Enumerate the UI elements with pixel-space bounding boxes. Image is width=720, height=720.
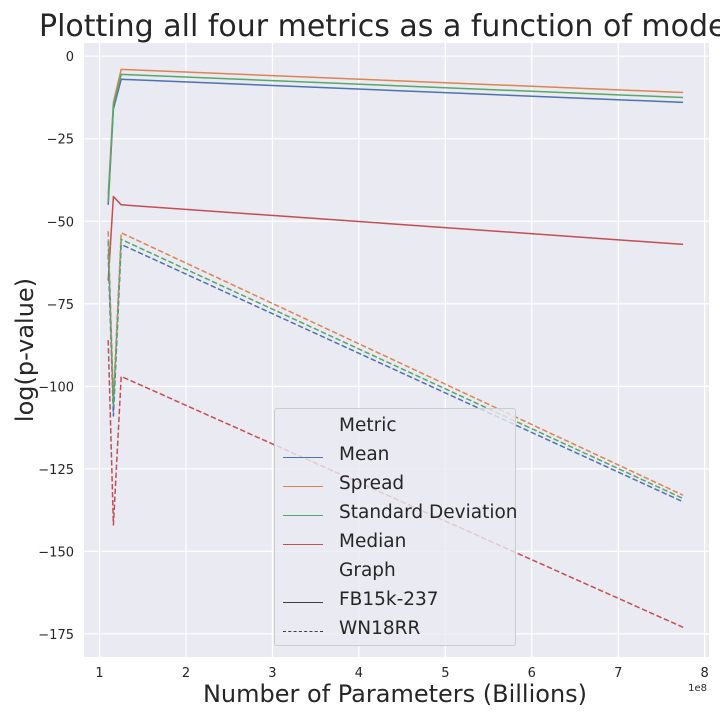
legend-swatch-solid xyxy=(283,602,323,603)
legend-swatch-dashed xyxy=(283,631,323,632)
y-tick-label-6: −150 xyxy=(38,545,74,560)
x-tick-label-0: 1 xyxy=(95,666,103,681)
legend-swatch-median xyxy=(283,544,323,545)
y-tick-label-1: −25 xyxy=(47,133,74,148)
legend-swatch-standard-deviation xyxy=(283,515,323,516)
series-line-standard-deviation-fb15k-237 xyxy=(107,73,684,202)
tick-labels: 1 2 3 4 5 6 7 8 0 −25 −50 −75 −100 −125 −150 −175 xyxy=(38,50,709,681)
y-tick-label-4: −100 xyxy=(38,380,74,395)
x-tick-label-1: 2 xyxy=(182,666,190,681)
chart-title: Plotting all four metrics as a function … xyxy=(39,9,720,44)
y-tick-label-2: −50 xyxy=(47,215,74,230)
series-line-median-fb15k-237 xyxy=(107,195,684,281)
x-tick-label-5: 6 xyxy=(528,666,536,681)
y-tick-label-5: −125 xyxy=(38,463,74,478)
series-line-standard-deviation-wn18rr xyxy=(107,238,684,500)
series-line-mean-wn18rr xyxy=(107,243,684,503)
legend-swatch-mean xyxy=(283,457,323,458)
grid-lines xyxy=(84,43,709,657)
y-axis-label: log(p-value) xyxy=(11,278,39,422)
x-tick-label-4: 5 xyxy=(441,666,449,681)
x-tick-label-3: 4 xyxy=(355,666,363,681)
x-tick-label-2: 3 xyxy=(268,666,276,681)
legend-swatch-spread xyxy=(283,486,323,487)
y-tick-label-0: 0 xyxy=(66,50,74,65)
y-tick-label-3: −75 xyxy=(47,298,74,313)
y-tick-label-7: −175 xyxy=(38,628,74,643)
x-tick-label-7: 8 xyxy=(701,666,709,681)
legend: Metric Mean Spread Standard Deviation Me… xyxy=(274,408,518,646)
x-axis-label: Number of Parameters (Billions) xyxy=(203,680,587,708)
x-offset-label: 1e8 xyxy=(688,683,707,694)
x-tick-label-6: 7 xyxy=(614,666,622,681)
